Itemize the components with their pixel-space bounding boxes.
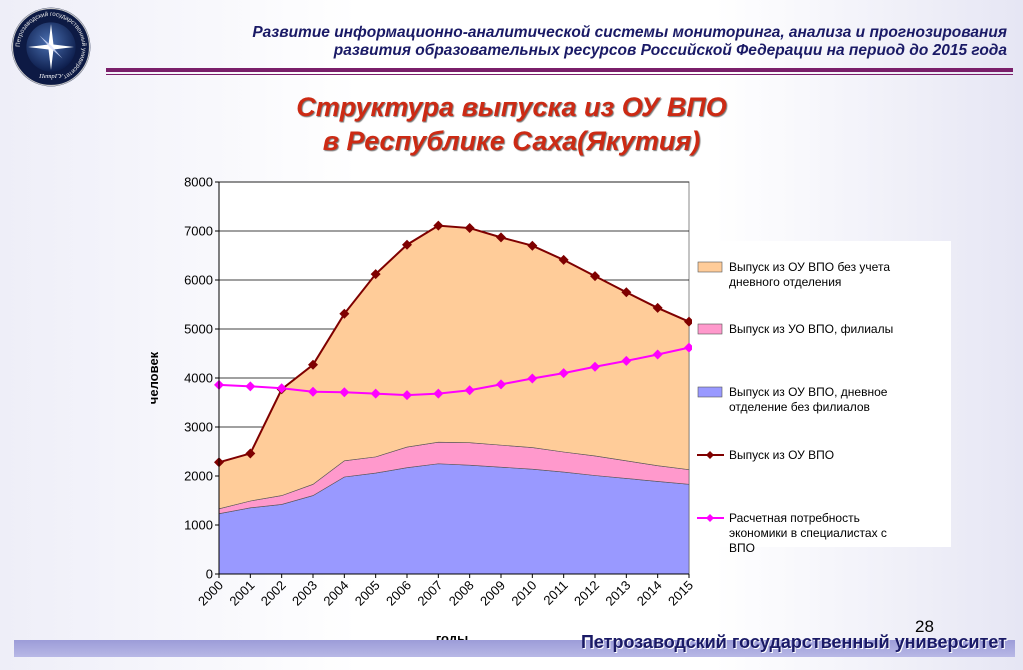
line-series-2-point bbox=[684, 342, 694, 353]
y-tick-label: 2000 bbox=[184, 469, 213, 484]
line-series-1-point bbox=[433, 220, 444, 231]
line-series-1-point bbox=[652, 302, 663, 313]
y-tick-label: 0 bbox=[206, 567, 213, 582]
line-series-1-point bbox=[684, 316, 694, 327]
legend-marker bbox=[706, 451, 714, 459]
y-tick-label: 4000 bbox=[184, 371, 213, 386]
y-tick-label: 1000 bbox=[184, 518, 213, 533]
line-series-2-point bbox=[558, 368, 569, 379]
header-title: Развитие информационно-аналитической сис… bbox=[150, 24, 1007, 60]
footer-text: Петрозаводский государственный университ… bbox=[580, 632, 1007, 652]
y-tick-label: 7000 bbox=[184, 224, 213, 239]
legend-label: Выпуск из ОУ ВПО, дневное отделение без ф… bbox=[729, 385, 888, 414]
line-series-1-point bbox=[590, 271, 600, 282]
legend-swatch bbox=[697, 261, 723, 273]
y-tick-label: 6000 bbox=[184, 273, 213, 288]
line-series-2 bbox=[218, 346, 690, 397]
line-series-1-point bbox=[245, 448, 256, 459]
footer-bar bbox=[14, 640, 1015, 657]
header-line-2: развития образовательных ресурсов Россий… bbox=[333, 42, 1007, 59]
line-series-2-point bbox=[276, 383, 287, 394]
legend-label: Выпуск из ОУ ВПО bbox=[729, 448, 834, 462]
y-tick-label: 3000 bbox=[184, 420, 213, 435]
x-tick-label: 2008 bbox=[446, 578, 477, 609]
line-series-1-point bbox=[496, 232, 506, 243]
university-logo: Петрозаводский государственный университ… bbox=[11, 7, 91, 87]
x-tick-label: 2006 bbox=[383, 578, 414, 609]
page-number: 28 bbox=[915, 617, 934, 636]
x-tick-label: 2003 bbox=[289, 578, 320, 609]
line-series-2-point bbox=[652, 349, 663, 360]
x-tick-label: 2004 bbox=[320, 578, 351, 609]
legend-label: Выпуск из ОУ ВПО без учета дневного отдел… bbox=[729, 260, 890, 289]
x-tick-label: 2007 bbox=[414, 578, 445, 609]
line-series-2-point bbox=[621, 355, 632, 366]
x-tick-label: 2002 bbox=[258, 578, 289, 609]
line-series-2-point bbox=[308, 386, 318, 397]
slide-title-line-1: Структура выпуска из ОУ ВПО bbox=[296, 92, 727, 122]
x-tick-label: 2013 bbox=[602, 578, 633, 609]
x-tick-label: 2012 bbox=[571, 578, 602, 609]
slide-title: Структура выпуска из ОУ ВПО в Республике… bbox=[0, 90, 1023, 158]
legend-swatch bbox=[697, 323, 723, 335]
line-series-1-point bbox=[370, 269, 381, 280]
line-series-2-point bbox=[527, 373, 538, 384]
legend-label: Расчетная потребность экономики в специал… bbox=[729, 511, 890, 555]
legend-label: Выпуск из УО ВПО, филиалы bbox=[729, 322, 893, 336]
line-series-2-point bbox=[590, 361, 600, 372]
line-series-1-point bbox=[464, 223, 475, 234]
slide-title-line-2: в Республике Саха(Якутия) bbox=[322, 126, 701, 156]
x-tick-label: 2005 bbox=[352, 578, 383, 609]
y-tick-label: 8000 bbox=[184, 175, 213, 190]
line-series-1-point bbox=[527, 240, 538, 251]
legend bbox=[692, 241, 951, 547]
header-line-1: Развитие информационно-аналитической сис… bbox=[252, 24, 1007, 41]
header-rule-thin bbox=[106, 74, 1013, 75]
y-axis-label: человек bbox=[146, 351, 161, 404]
x-tick-label: 2000 bbox=[195, 578, 226, 609]
line-series-2-point bbox=[402, 390, 412, 401]
line-series-2-point bbox=[370, 388, 381, 399]
header-rule bbox=[106, 68, 1013, 72]
line-series-2-point bbox=[339, 387, 350, 398]
x-tick-label: 2015 bbox=[665, 578, 696, 609]
line-series-2-point bbox=[496, 379, 506, 390]
line-series-1-point bbox=[402, 239, 412, 250]
legend-marker bbox=[706, 514, 714, 522]
y-tick-label: 5000 bbox=[184, 322, 213, 337]
line-series-2-point bbox=[464, 385, 475, 396]
line-series-1-point bbox=[621, 287, 632, 298]
svg-text:ПетрГУ: ПетрГУ bbox=[38, 73, 64, 80]
line-series-1 bbox=[218, 224, 690, 464]
x-tick-label: 2010 bbox=[508, 578, 539, 609]
legend-swatch bbox=[697, 386, 723, 398]
x-tick-label: 2001 bbox=[226, 578, 257, 609]
line-series-1-point bbox=[558, 254, 569, 265]
line-series-2-point bbox=[245, 381, 256, 392]
line-series-1-point bbox=[308, 359, 318, 370]
x-tick-label: 2014 bbox=[634, 578, 665, 609]
x-tick-label: 2009 bbox=[477, 578, 508, 609]
line-series-2-point bbox=[433, 388, 444, 399]
line-series-1-point bbox=[339, 308, 350, 319]
x-tick-label: 2011 bbox=[540, 578, 570, 608]
